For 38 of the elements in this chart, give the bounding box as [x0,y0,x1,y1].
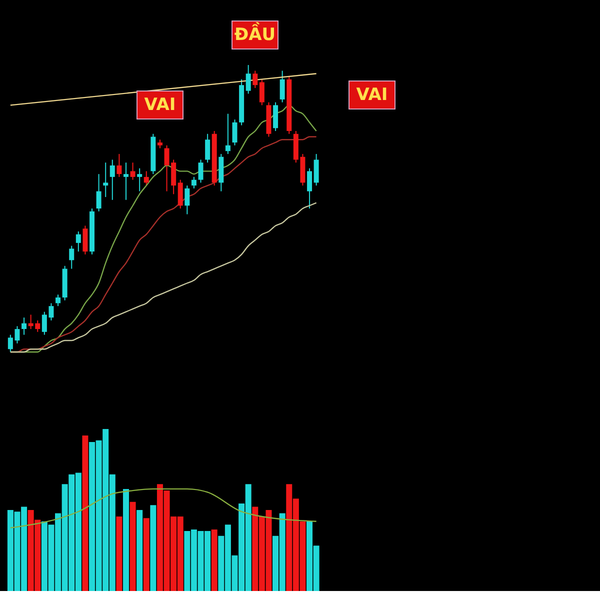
text: ĐẦU [234,22,276,45]
bar [130,502,136,591]
candlestick [82,225,88,255]
candlestick [184,185,190,215]
candlestick [205,133,210,164]
candlestick [307,168,312,209]
candlestick [273,102,278,132]
candlestick [96,174,102,212]
text: VAI [356,85,388,105]
bar [116,516,122,591]
candlestick [191,176,196,189]
candlestick [137,168,142,192]
candlestick [225,113,230,154]
bar [82,435,88,591]
bar [150,505,156,591]
candlestick [232,119,238,146]
bar [211,529,218,591]
bar [143,518,150,591]
candlestick [280,70,285,103]
candlestick [252,70,258,88]
candlestick [130,162,136,180]
candlestick [69,245,74,270]
candlestick [110,159,115,200]
candlestick [22,317,27,336]
candlestick [103,162,108,198]
candlestick [246,64,251,94]
candlestick [144,170,149,186]
bar [136,510,143,591]
candlestick [314,153,319,186]
candlestick [116,153,122,178]
candlestick [178,179,183,209]
candlestick [198,159,204,184]
candlestick [259,78,264,106]
candlestick [123,162,128,200]
bar [122,488,129,591]
annotation: VAI [144,95,176,115]
candlestick [76,230,81,252]
candlestick [56,294,61,307]
